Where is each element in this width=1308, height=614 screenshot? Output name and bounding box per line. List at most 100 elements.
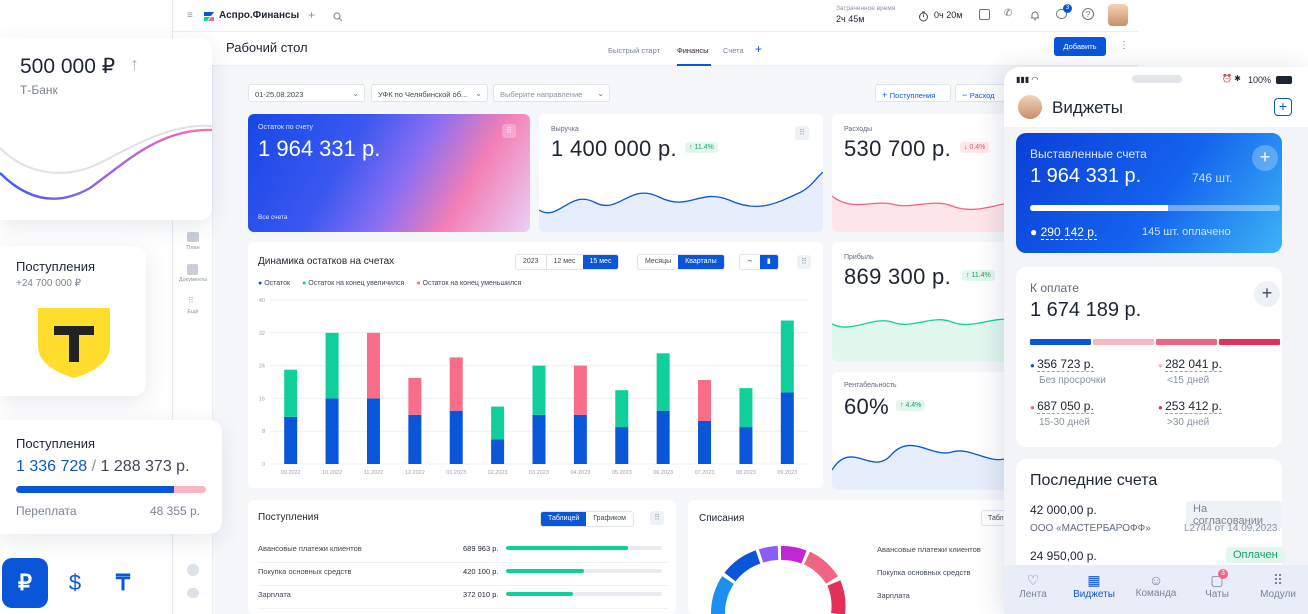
bar-segment[interactable] bbox=[780, 320, 794, 393]
bar-segment[interactable] bbox=[366, 398, 380, 464]
to-pay-item[interactable]: ● 356 723 р. Без просрочки bbox=[1030, 357, 1106, 386]
tab-chats[interactable]: ▢ Чаты bbox=[1188, 572, 1246, 600]
currency-usd-button[interactable]: $ bbox=[68, 570, 82, 595]
currency-rub-button[interactable]: ₽ bbox=[2, 558, 48, 608]
period-15m[interactable]: 15 мес bbox=[582, 255, 619, 269]
bar-segment[interactable] bbox=[739, 388, 753, 428]
search-icon[interactable] bbox=[333, 9, 343, 27]
bar-chart-icon[interactable]: ▮ bbox=[759, 255, 778, 269]
direction-select[interactable]: Выберите направление ⌄ bbox=[493, 84, 610, 102]
line-chart-icon[interactable]: ∼ bbox=[747, 258, 753, 265]
revenue-card[interactable]: Выручка 1 400 000 р. ↑ 11.4% ⠿ bbox=[539, 114, 823, 232]
bar-segment[interactable] bbox=[408, 377, 422, 415]
tab-invoices[interactable]: Счета bbox=[723, 46, 744, 55]
bar-segment[interactable] bbox=[449, 410, 463, 464]
bar-segment[interactable] bbox=[449, 357, 463, 411]
expense-button[interactable]: − Расход bbox=[955, 84, 1015, 102]
income-widget-progress[interactable]: Поступления 1 336 728 / 1 288 373 р. Пер… bbox=[0, 420, 222, 534]
tab-finances[interactable]: Финансы bbox=[677, 46, 709, 55]
income-row[interactable]: Покупка основных средств 420 100 р. bbox=[258, 563, 668, 586]
view-chart[interactable]: Графиком bbox=[593, 515, 626, 522]
bar-segment[interactable] bbox=[573, 365, 587, 415]
invoices-add-icon[interactable]: + bbox=[1252, 145, 1278, 171]
bar-segment[interactable] bbox=[739, 427, 753, 464]
group-months[interactable]: Месяцы bbox=[645, 258, 672, 265]
income-widget-bank[interactable]: Поступления +24 700 000 ₽ bbox=[0, 246, 146, 396]
bar-segment[interactable] bbox=[366, 332, 380, 399]
bar-segment[interactable] bbox=[325, 398, 339, 464]
bar-segment[interactable] bbox=[491, 406, 505, 440]
bar-segment[interactable] bbox=[615, 427, 629, 464]
more-icon[interactable]: ⋮ bbox=[1119, 40, 1129, 51]
nav-plan-label[interactable]: План bbox=[186, 245, 200, 251]
expand-icon[interactable]: ⠿ bbox=[650, 511, 664, 525]
invoice-amount[interactable]: 24 950,00 р. bbox=[1030, 549, 1097, 563]
tab-modules[interactable]: ⠿ Модули bbox=[1248, 572, 1308, 600]
tab-widgets[interactable]: ▦ Виджеты bbox=[1064, 572, 1124, 600]
view-table[interactable]: Таблицей bbox=[541, 512, 587, 526]
bar-segment[interactable] bbox=[573, 414, 587, 464]
balance-card[interactable]: Остаток по счету 1 964 331 р. Все счета … bbox=[248, 114, 530, 232]
bar-segment[interactable] bbox=[491, 439, 505, 464]
menu-icon[interactable]: ≡ bbox=[187, 10, 193, 21]
user-avatar[interactable] bbox=[1108, 4, 1128, 26]
to-pay-item[interactable]: ● 282 041 р. <15 дней bbox=[1158, 357, 1222, 386]
period-12m[interactable]: 12 мес bbox=[545, 255, 583, 269]
bar-segment[interactable] bbox=[780, 392, 794, 464]
period-select[interactable]: 01-25.08.2023 ⌄ bbox=[248, 84, 365, 102]
phone-icon[interactable]: ✆ bbox=[1004, 8, 1013, 19]
bar-segment[interactable] bbox=[698, 420, 712, 464]
nav-more-label[interactable]: Ещё bbox=[187, 309, 199, 315]
documents-icon[interactable] bbox=[187, 264, 198, 275]
add-icon[interactable]: + bbox=[308, 8, 316, 22]
bar-segment[interactable] bbox=[698, 379, 712, 421]
invoice-amount[interactable]: 42 000,00 р. bbox=[1030, 503, 1097, 517]
add-tab-icon[interactable]: + bbox=[755, 42, 763, 56]
expand-icon[interactable]: ⠿ bbox=[502, 124, 516, 138]
bar-segment[interactable] bbox=[325, 332, 339, 399]
to-pay-item-label: Без просрочки bbox=[1039, 375, 1106, 386]
currency-kzt-button[interactable]: ₸ bbox=[116, 570, 130, 595]
notes-icon[interactable] bbox=[979, 9, 990, 20]
period-2023[interactable]: 2023 bbox=[523, 258, 539, 265]
profit-card[interactable]: Прибыль 869 300 р. ↑ 11.4% bbox=[832, 242, 1012, 362]
add-button[interactable]: Добавить bbox=[1054, 37, 1106, 56]
bar-segment[interactable] bbox=[532, 365, 546, 415]
account-select[interactable]: УФК по Челябинской об... ⌄ bbox=[371, 84, 488, 102]
invoices-widget[interactable]: Выставленные счета 1 964 331 р. 746 шт. … bbox=[1016, 133, 1282, 253]
to-pay-widget[interactable]: К оплате 1 674 189 р. + ● 356 723 р. Без … bbox=[1016, 267, 1282, 447]
bar-segment[interactable] bbox=[615, 390, 629, 428]
to-pay-item[interactable]: ● 253 412 р. >30 дней bbox=[1158, 399, 1222, 428]
bar-segment[interactable] bbox=[284, 416, 298, 464]
nav-documents-label[interactable]: Документы bbox=[178, 277, 208, 283]
expand-icon[interactable]: ⠿ bbox=[797, 255, 811, 269]
bar-segment[interactable] bbox=[532, 414, 546, 464]
group-quarters[interactable]: Кварталы bbox=[678, 255, 724, 269]
settings-icon[interactable] bbox=[187, 564, 199, 576]
bar-segment[interactable] bbox=[656, 353, 670, 411]
timer-icon[interactable] bbox=[918, 9, 929, 27]
mobile-avatar[interactable] bbox=[1018, 95, 1042, 119]
to-pay-add-icon[interactable]: + bbox=[1254, 281, 1280, 307]
income-row[interactable]: Авансовые платежи клиентов 689 963 р. bbox=[258, 540, 668, 563]
to-pay-item[interactable]: ● 687 050 р. 15-30 дней bbox=[1030, 399, 1094, 428]
expand-icon[interactable]: ⠿ bbox=[795, 126, 809, 140]
tab-quick-start[interactable]: Быстрый старт bbox=[608, 46, 661, 55]
bell-icon[interactable] bbox=[1030, 8, 1040, 26]
chat-icon[interactable] bbox=[1056, 9, 1067, 19]
income-button[interactable]: + Поступления bbox=[875, 84, 951, 102]
help-icon[interactable]: ? bbox=[1082, 8, 1094, 20]
bar-segment[interactable] bbox=[284, 369, 298, 417]
bar-segment[interactable] bbox=[408, 414, 422, 464]
add-widget-icon[interactable]: + bbox=[1274, 98, 1292, 116]
expenses-card[interactable]: Расходы 530 700 р. ↓ 0.4% bbox=[832, 114, 1012, 232]
plan-icon[interactable] bbox=[187, 232, 199, 242]
tab-feed[interactable]: ♡ Лента bbox=[1004, 572, 1062, 600]
more-grid-icon[interactable]: ⠿ bbox=[188, 296, 194, 305]
bar-segment[interactable] bbox=[656, 410, 670, 464]
income-row[interactable]: Зарплата 372 010 р. bbox=[258, 586, 668, 609]
tab-team[interactable]: ☺ Команда bbox=[1126, 572, 1186, 599]
chat-bubble-icon[interactable] bbox=[187, 588, 199, 598]
balance-widget[interactable]: 500 000 ₽ ↑ Т-Банк bbox=[0, 38, 212, 220]
profitability-card[interactable]: Рентабельность 60% ↑ 4.4% bbox=[832, 372, 1012, 490]
